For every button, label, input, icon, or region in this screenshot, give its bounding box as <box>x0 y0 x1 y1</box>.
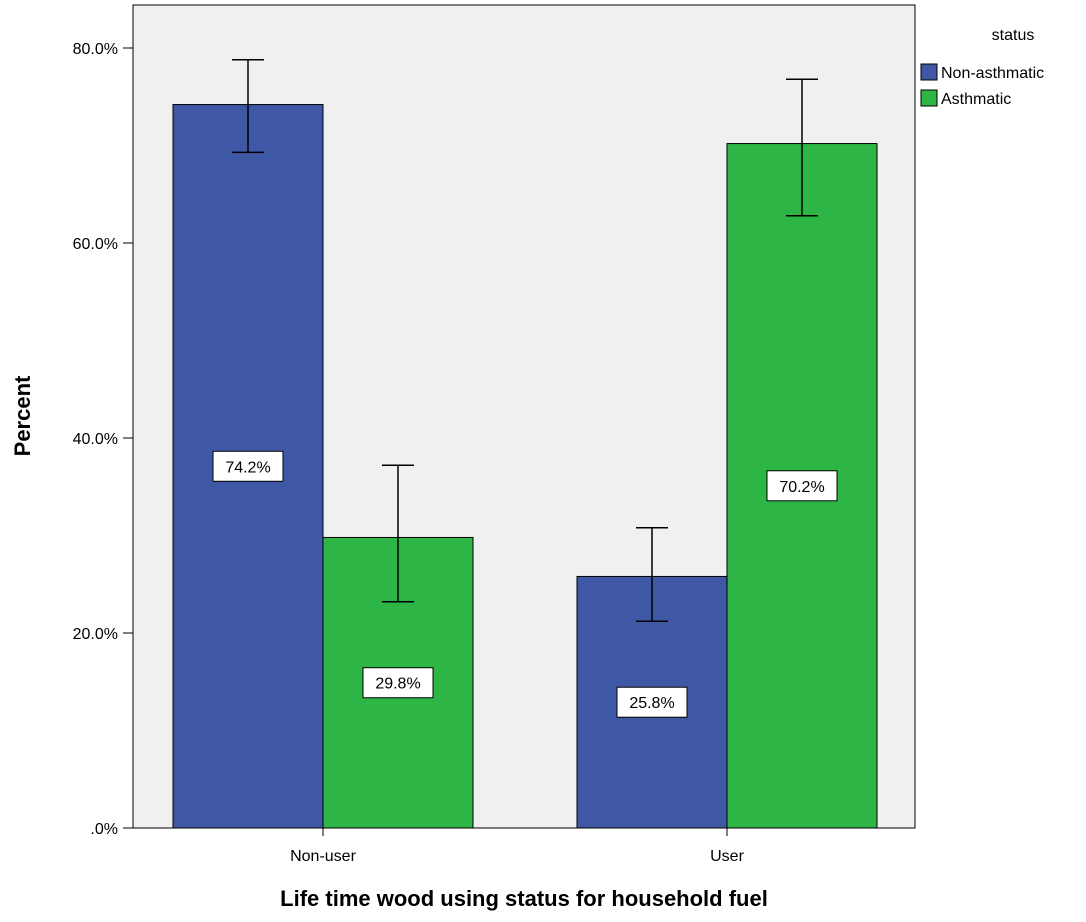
data-label-box <box>766 470 838 502</box>
legend-label: Non-asthmatic <box>941 65 1044 82</box>
legend: status Non-asthmatic Asthmatic <box>920 27 1044 108</box>
y-tick-label: 80.0% <box>73 41 118 58</box>
y-tick-label: 20.0% <box>73 626 118 643</box>
y-tick-label: 40.0% <box>73 431 118 448</box>
data-label: 70.2% <box>779 479 824 496</box>
data-label-box <box>616 686 688 718</box>
y-axis-title: Percent <box>10 375 35 456</box>
data-labels-layer: 74.2% 25.8% 29.8% 70.2% <box>212 450 838 718</box>
y-axis: .0% 20.0% 40.0% 60.0% 80.0% <box>73 41 133 838</box>
x-axis-title: Life time wood using status for househol… <box>280 886 768 911</box>
error-bars-layer <box>232 58 818 623</box>
data-label: 25.8% <box>629 695 674 712</box>
x-tick-label: Non-user <box>290 848 356 865</box>
x-tick-label: User <box>710 848 744 865</box>
data-label-box <box>212 450 284 482</box>
y-tick-label: .0% <box>90 821 118 838</box>
data-label: 29.8% <box>375 676 420 693</box>
legend-label: Asthmatic <box>941 91 1011 108</box>
y-tick-label: 60.0% <box>73 236 118 253</box>
legend-swatch <box>920 89 938 107</box>
x-axis: Non-user User <box>123 827 745 865</box>
data-label: 74.2% <box>225 459 270 476</box>
legend-title: status <box>992 27 1035 44</box>
legend-swatch <box>920 63 938 81</box>
data-label-box <box>362 667 434 699</box>
